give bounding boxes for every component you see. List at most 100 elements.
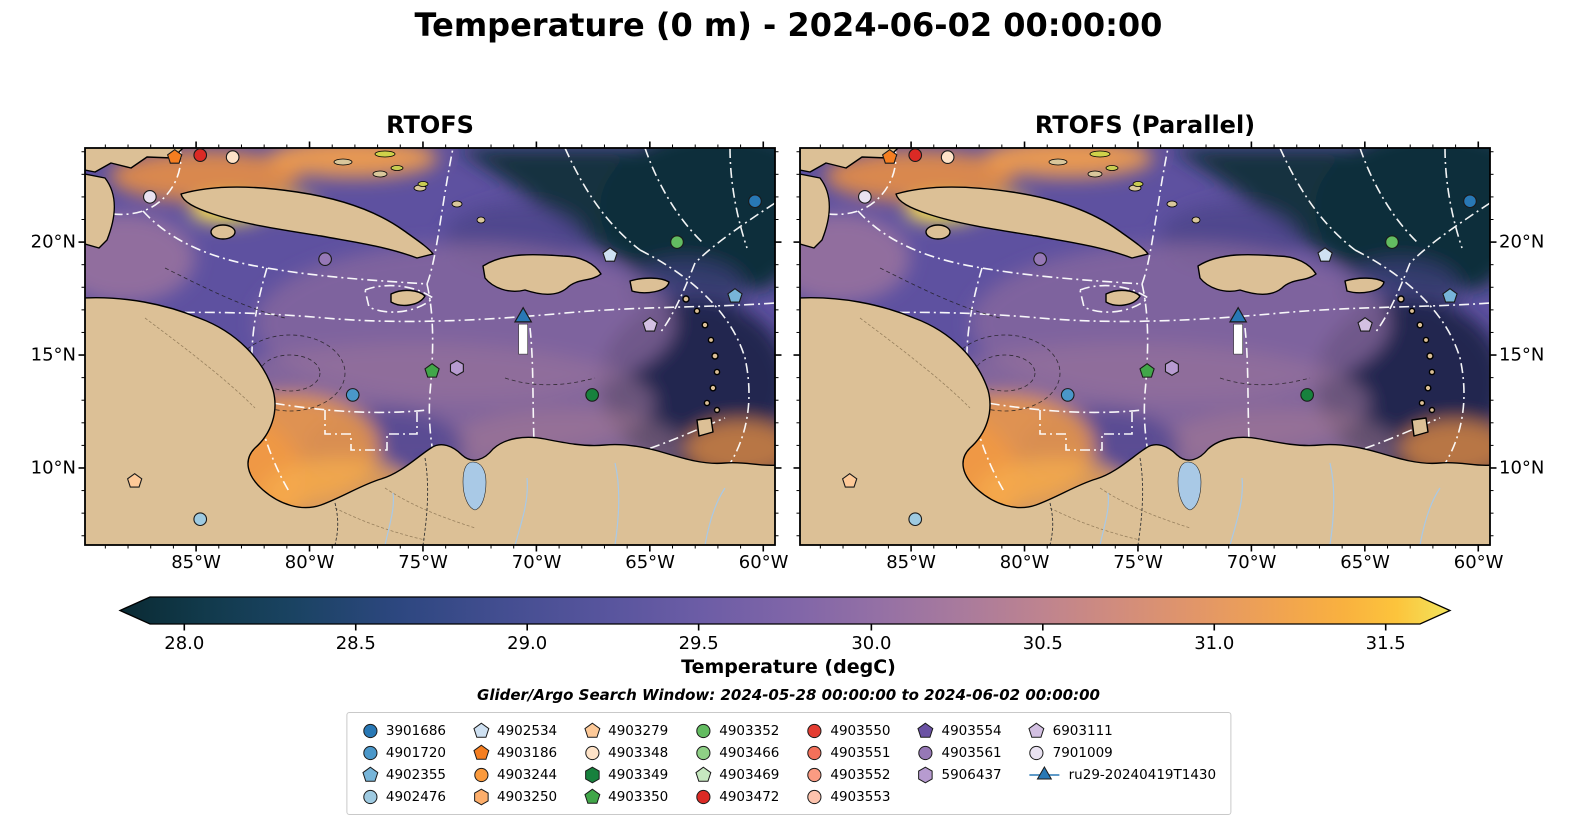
- legend-label: 5906437: [941, 766, 1002, 783]
- colorbar-tick-label: 28.5: [335, 633, 376, 654]
- y-tick-label: 15°N: [1499, 344, 1545, 366]
- legend-entry: 4903561: [917, 744, 1002, 761]
- bahamas-islands: [1048, 150, 1201, 224]
- circle-marker-icon: [1029, 745, 1044, 760]
- legend-label: 7901009: [1052, 744, 1113, 761]
- x-tick-label: 85°W: [171, 552, 221, 573]
- glider-marker: [513, 306, 533, 323]
- legend-entry: 4903350: [583, 788, 668, 805]
- axis-ticks: [793, 141, 1497, 552]
- x-tick-label: 65°W: [625, 552, 675, 573]
- circle-marker-icon: [585, 745, 600, 760]
- pentagon-marker-icon: [917, 722, 934, 738]
- legend-entry: 4903244: [472, 766, 557, 783]
- glider-marker: [1228, 306, 1248, 323]
- x-tick-label: 70°W: [1226, 552, 1277, 573]
- float-marker: [193, 512, 208, 527]
- hexagon-marker-icon: [918, 766, 933, 783]
- float-marker: [1357, 316, 1373, 332]
- legend-label: 4902355: [385, 766, 447, 783]
- colorbar-label: Temperature (degC): [681, 656, 896, 678]
- float-marker: [858, 189, 872, 204]
- x-tick-label: 75°W: [398, 552, 448, 573]
- float-marker: [318, 252, 332, 267]
- legend-label: 4903551: [830, 744, 891, 761]
- x-tick-label: 85°W: [886, 552, 936, 573]
- x-tick-label: 80°W: [284, 552, 335, 573]
- hexagon-marker-icon: [473, 788, 489, 805]
- legend-label: 6903111: [1052, 722, 1113, 739]
- colorbar-tick-label: 31.5: [1365, 633, 1406, 654]
- search-window-note: Glider/Argo Search Window: 2024-05-28 00…: [477, 686, 1100, 704]
- map-rtofs-parallel: -1000: [793, 141, 1497, 552]
- legend-entry: 3901686: [361, 722, 446, 739]
- circle-marker-icon: [473, 767, 489, 782]
- legend-entry: 4902355: [361, 766, 446, 783]
- y-tick-label: 20°N: [30, 231, 76, 253]
- circle-marker-icon: [362, 789, 377, 804]
- y-tick-label: 10°N: [1499, 457, 1545, 479]
- legend-label: 3901686: [385, 722, 447, 739]
- x-tick-label: 70°W: [511, 552, 562, 573]
- circle-marker-icon: [696, 723, 711, 738]
- lake-maracaibo: [462, 461, 487, 511]
- x-tick-label: 80°W: [999, 552, 1050, 573]
- bahamas-islands: [333, 150, 486, 224]
- rivers: [1099, 462, 1441, 545]
- float-marker: [670, 235, 684, 249]
- axis-ticks: [78, 141, 782, 552]
- circle-marker-icon: [918, 745, 933, 760]
- panel-title-rtofs: RTOFS: [386, 111, 474, 139]
- legend-entry: 5906437: [917, 766, 1002, 783]
- circle-marker-icon: [807, 789, 822, 804]
- float-marker: [1164, 359, 1179, 377]
- axes-border: [84, 147, 776, 546]
- float-marker: [908, 512, 923, 527]
- legend-label: 4903472: [719, 788, 780, 805]
- legend-label: 4903348: [608, 744, 669, 761]
- temperature-map-svg: -1000: [793, 141, 1497, 552]
- float-marker: [166, 149, 183, 164]
- circle-marker-icon: [807, 723, 822, 738]
- land-contours: [144, 317, 476, 541]
- colorbar-tick-label: 29.0: [507, 633, 548, 654]
- float-marker: [345, 388, 360, 402]
- country-borders: [1049, 457, 1144, 545]
- circle-marker-icon: [807, 767, 822, 782]
- legend-column: 6903111 7901009 ru29-20240419T1430: [1028, 722, 1216, 805]
- y-tick-label: 10°N: [30, 457, 76, 479]
- legend-label: 4903554: [941, 722, 1002, 739]
- pentagon-marker-icon: [584, 722, 601, 738]
- float-marker: [143, 189, 157, 204]
- pentagon-marker-icon: [584, 788, 601, 804]
- legend-label: 4903350: [608, 788, 669, 805]
- y-tick-label: 15°N: [30, 344, 76, 366]
- x-tick-label: 65°W: [1340, 552, 1390, 573]
- legend-entry: 4903250: [472, 788, 557, 805]
- float-marker: [126, 472, 143, 488]
- glider-marker-icon: [1029, 765, 1060, 779]
- land-contours: [859, 317, 1191, 541]
- legend-column: 4902534 4903186 4903244 4903250: [472, 722, 557, 805]
- float-markers-layer: [841, 148, 1477, 527]
- land-masses: [800, 148, 1490, 545]
- float-marker: [1139, 363, 1155, 378]
- legend-entry: 4902476: [361, 788, 446, 805]
- legend-entry: 7901009: [1028, 744, 1216, 761]
- legend-entry: 4903466: [694, 744, 779, 761]
- temperature-map-svg: -1000: [78, 141, 782, 552]
- float-marker: [193, 148, 208, 162]
- legend-column: 4903279 4903348 4903349 4903350: [583, 722, 668, 805]
- legend-column: 4903550 4903551 4903552 4903553: [805, 722, 891, 805]
- colorbar-tick-label: 29.5: [678, 633, 719, 654]
- legend-entry: 4901720: [361, 744, 446, 761]
- pentagon-marker-icon: [472, 744, 490, 760]
- legend-entry: 4903279: [583, 722, 668, 739]
- float-marker: [940, 150, 955, 164]
- lake-maracaibo: [1177, 461, 1202, 511]
- legend-entry: ru29-20240419T1430: [1028, 765, 1216, 783]
- legend-entry: 4903472: [694, 788, 779, 805]
- legend-label: 4902534: [497, 722, 558, 739]
- float-marker: [642, 316, 658, 332]
